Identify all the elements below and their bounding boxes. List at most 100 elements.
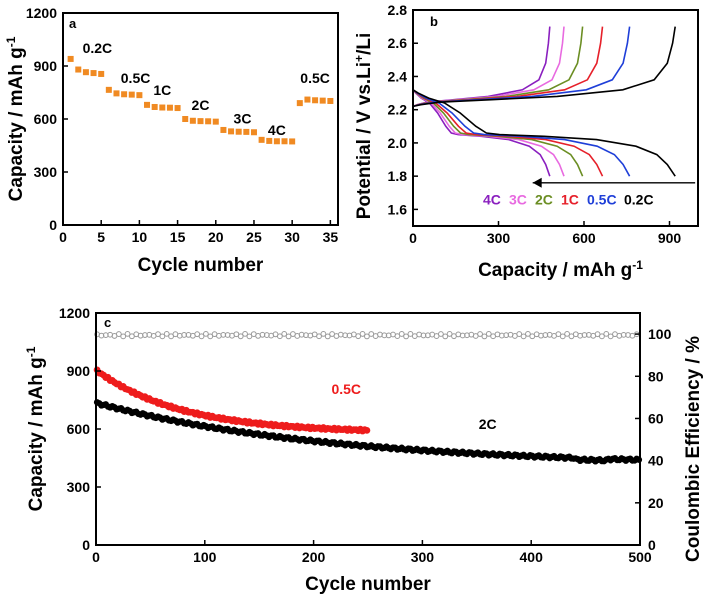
y-tick-label-c: 900: [67, 363, 91, 379]
data-point-a: [98, 70, 105, 77]
x-tick-label-c: 400: [520, 549, 544, 565]
data-point-ce: [194, 331, 201, 338]
y-tick-label-b: 2.2: [388, 102, 408, 118]
data-point-ce: [198, 333, 205, 340]
x-tick-label-b: 900: [658, 230, 682, 246]
data-point-ce: [599, 333, 605, 340]
rate-label-a: 1C: [153, 82, 171, 98]
x-tick-label-b: 300: [487, 230, 511, 246]
data-point-a: [75, 66, 82, 73]
data-point-a: [90, 70, 97, 77]
data-point-a: [174, 105, 181, 112]
data-point-a: [289, 138, 296, 145]
data-point-ce: [355, 333, 362, 340]
data-point-a: [121, 91, 128, 98]
y2-tick-label-c: 40: [648, 453, 664, 469]
data-point-ce: [120, 333, 127, 340]
data-point-ce: [324, 333, 331, 340]
discharge-curve-0.2C: [413, 89, 676, 177]
data-point-ce: [485, 331, 492, 337]
data-point-a: [113, 90, 120, 97]
data-point-a: [144, 101, 151, 108]
y2-tick-label-c: 0: [648, 537, 656, 553]
data-point-ce: [202, 330, 209, 337]
x-tick-label-a: 30: [284, 229, 300, 245]
rate-label-c: 2C: [479, 416, 497, 432]
y2-tick-label-c: 20: [648, 495, 664, 511]
y2-axis-title-c: Coulombic Efficiency / %: [683, 336, 704, 562]
x-tick-label-c: 0: [92, 549, 100, 565]
data-point-ce: [394, 333, 401, 340]
rate-legend-0.2C: 0.2C: [624, 191, 654, 207]
y-axis-title-a: Capacity / mAh g-1: [4, 36, 27, 201]
data-point-ce: [246, 333, 253, 340]
data-point-ce: [163, 330, 170, 337]
x-tick-label-b: 600: [572, 230, 596, 246]
data-point-ce: [559, 333, 566, 340]
data-point-a: [220, 126, 227, 133]
data-point-a: [273, 138, 280, 145]
data-point-a: [228, 128, 235, 135]
rate-label-c: 0.5C: [331, 381, 361, 397]
y-tick-label-c: 0: [82, 537, 90, 553]
y-tick-label-a: 600: [34, 111, 58, 127]
data-point-ce: [437, 331, 444, 337]
data-point-ce: [237, 333, 244, 340]
data-point-a: [312, 97, 319, 104]
plot-frame-b: [412, 9, 699, 227]
x-tick-label-b: 0: [409, 230, 417, 246]
rate-legend-2C: 2C: [535, 191, 553, 207]
data-point-a: [166, 104, 173, 111]
charge-curve-0.2C: [413, 26, 676, 108]
x-axis-title-a: Cycle number: [138, 255, 264, 276]
data-point-ce: [525, 330, 531, 337]
panel-label-b: b: [430, 14, 438, 29]
y-tick-label-b: 2.0: [388, 135, 408, 151]
data-point-ce: [159, 333, 166, 340]
x-tick-label-a: 5: [97, 229, 105, 245]
rate-label-a: 3C: [234, 110, 252, 126]
data-point-a: [67, 55, 74, 62]
data-point-ce: [276, 333, 283, 340]
data-point-a: [82, 69, 89, 76]
y-tick-label-b: 1.6: [388, 201, 408, 217]
discharge-curve-0.5C: [413, 89, 631, 177]
y-tick-label-c: 1200: [59, 305, 90, 321]
x-tick-label-a: 10: [132, 229, 148, 245]
rate-label-a: 0.5C: [121, 70, 151, 86]
data-point-a: [235, 128, 242, 135]
charge-curve-3C: [413, 26, 565, 108]
rate-label-a: 4C: [268, 122, 286, 138]
data-point-ce: [316, 333, 322, 340]
x-tick-label-c: 200: [302, 549, 326, 565]
data-point-ce: [477, 331, 483, 337]
data-point-a: [258, 136, 265, 143]
data-point-ce: [281, 330, 288, 337]
y-tick-label-a: 0: [49, 217, 57, 233]
rate-label-a: 0.2C: [83, 40, 113, 56]
x-tick-label-a: 20: [208, 229, 224, 245]
y-tick-label-c: 300: [67, 479, 91, 495]
data-point-2C: [635, 456, 643, 463]
data-point-ce: [607, 333, 614, 340]
data-point-ce: [207, 333, 214, 340]
data-point-ce: [442, 333, 449, 340]
data-point-a: [105, 86, 112, 93]
y2-tick-label-c: 80: [648, 368, 664, 384]
rate-legend-0.5C: 0.5C: [587, 191, 617, 207]
data-point-ce: [242, 330, 248, 337]
y-tick-label-c: 600: [67, 421, 91, 437]
rate-legend-3C: 3C: [509, 191, 527, 207]
data-point-ce: [364, 333, 370, 340]
data-point-a: [212, 118, 219, 125]
y-tick-label-a: 900: [34, 58, 58, 74]
rate-label-a: 0.5C: [300, 70, 330, 86]
y-axis-title-c: Capacity / mAh g-1: [24, 346, 47, 511]
x-tick-label-a: 0: [59, 229, 67, 245]
data-point-ce: [359, 331, 366, 337]
data-point-a: [136, 92, 143, 99]
data-point-a: [205, 118, 212, 125]
data-point-ce: [516, 331, 523, 337]
x-tick-label-a: 25: [246, 229, 262, 245]
data-point-ce: [155, 331, 161, 338]
